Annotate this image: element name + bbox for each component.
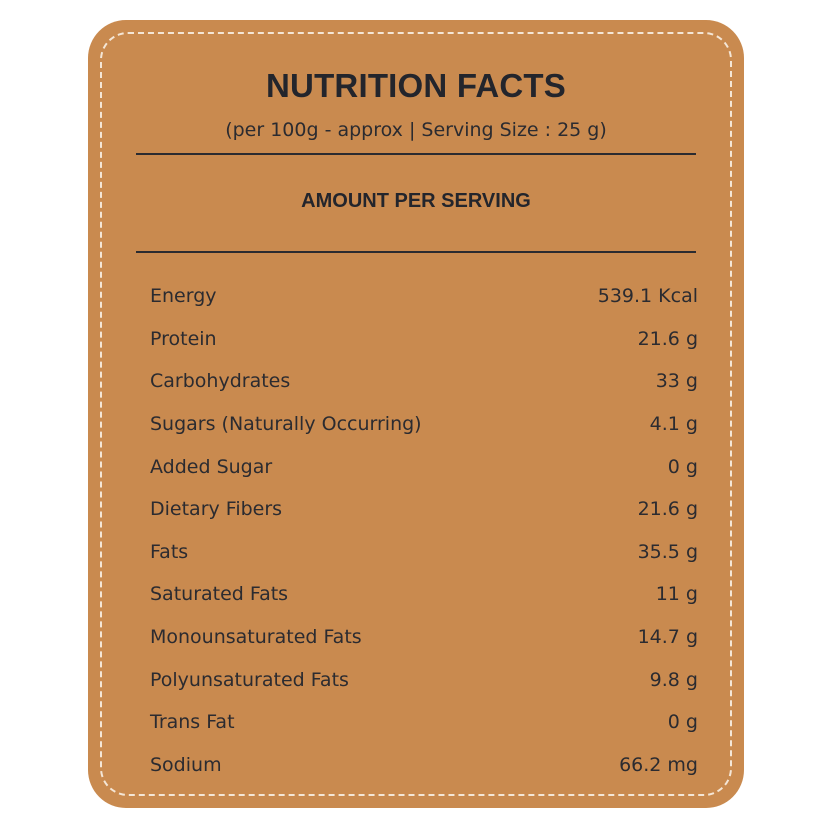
- nutrient-row-added-sugar: Added Sugar 0 g: [150, 445, 698, 488]
- nutrient-row-energy: Energy 539.1 Kcal: [150, 275, 698, 318]
- nutrient-value: 21.6 g: [637, 327, 698, 350]
- nutrient-label: Energy: [150, 285, 217, 308]
- divider-bottom: [136, 251, 696, 253]
- nutrient-row-saturated-fats: Saturated Fats 11 g: [150, 573, 698, 616]
- nutrient-label: Protein: [150, 327, 217, 350]
- nutrient-label: Dietary Fibers: [150, 498, 283, 521]
- serving-info: (per 100g - approx | Serving Size : 25 g…: [225, 119, 607, 141]
- nutrient-label: Saturated Fats: [150, 583, 289, 606]
- nutrient-label: Added Sugar: [150, 455, 273, 478]
- nutrient-value: 11 g: [655, 583, 698, 606]
- dashed-stitch-border: [100, 32, 732, 796]
- nutrient-value: 539.1 Kcal: [597, 285, 698, 308]
- nutrient-value: 35.5 g: [637, 540, 698, 563]
- nutrient-value: 0 g: [667, 455, 698, 478]
- nutrient-row-sodium: Sodium 66.2 mg: [150, 744, 698, 787]
- nutrient-label: Carbohydrates: [150, 370, 291, 393]
- nutrient-row-polyunsaturated-fats: Polyunsaturated Fats 9.8 g: [150, 658, 698, 701]
- nutrient-label: Sodium: [150, 753, 222, 776]
- divider-top: [136, 153, 696, 155]
- nutrient-value: 33 g: [655, 370, 698, 393]
- nutrient-label: Polyunsaturated Fats: [150, 668, 349, 691]
- nutrition-title: NUTRITION FACTS: [266, 67, 566, 104]
- nutrient-value: 66.2 mg: [619, 753, 698, 776]
- nutrient-row-dietary-fibers: Dietary Fibers 21.6 g: [150, 488, 698, 531]
- nutrient-row-protein: Protein 21.6 g: [150, 318, 698, 361]
- nutrient-value: 4.1 g: [649, 413, 698, 436]
- nutrient-label: Sugars (Naturally Occurring): [150, 413, 422, 436]
- nutrient-value: 9.8 g: [649, 668, 698, 691]
- nutrient-row-monounsaturated-fats: Monounsaturated Fats 14.7 g: [150, 616, 698, 659]
- amount-per-serving-heading: AMOUNT PER SERVING: [301, 190, 531, 212]
- nutrient-row-fats: Fats 35.5 g: [150, 531, 698, 574]
- nutrient-value: 0 g: [667, 711, 698, 734]
- nutrient-row-carbohydrates: Carbohydrates 33 g: [150, 360, 698, 403]
- nutrient-label: Trans Fat: [150, 711, 235, 734]
- nutrient-list: Energy 539.1 Kcal Protein 21.6 g Carbohy…: [150, 275, 698, 786]
- nutrient-value: 21.6 g: [637, 498, 698, 521]
- nutrient-label: Fats: [150, 540, 189, 563]
- nutrient-label: Monounsaturated Fats: [150, 626, 362, 649]
- nutrition-facts-card: NUTRITION FACTS (per 100g - approx | Ser…: [88, 20, 744, 808]
- nutrient-row-trans-fat: Trans Fat 0 g: [150, 701, 698, 744]
- nutrient-value: 14.7 g: [637, 626, 698, 649]
- nutrient-row-sugars: Sugars (Naturally Occurring) 4.1 g: [150, 403, 698, 446]
